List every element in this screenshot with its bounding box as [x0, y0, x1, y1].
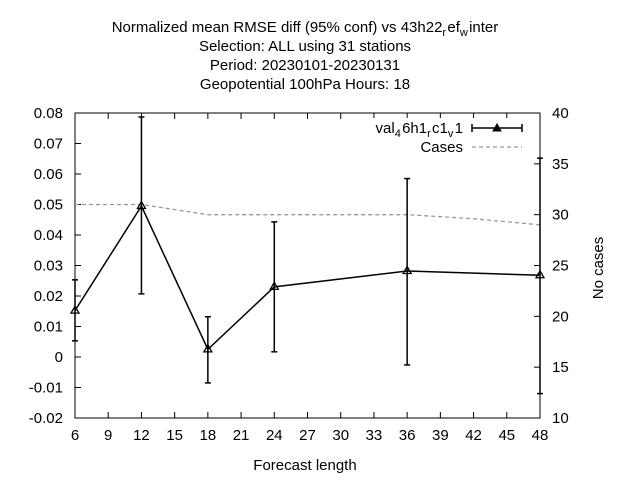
y-tick-label: 0.06	[34, 166, 63, 183]
y-tick-label: 0.02	[34, 288, 63, 305]
val-line	[74, 204, 541, 351]
title-line: Geopotential 100hPa Hours: 18	[200, 76, 410, 93]
x-tick-label: 45	[498, 427, 515, 444]
data-point	[402, 265, 413, 275]
y2-tick-label: 35	[552, 156, 569, 173]
y-tick-label: -0.01	[29, 380, 63, 397]
y-axis-right: 10 15 20 25 30 35 40	[534, 105, 569, 427]
legend-label-val: val4 6h1r c1v 1	[376, 120, 464, 140]
x-tick-label: 21	[233, 427, 250, 444]
y2-axis-label: No cases	[590, 237, 607, 300]
y2-tick-label: 30	[552, 207, 569, 224]
y-tick-label: 0.08	[34, 105, 63, 122]
x-tick-label: 24	[266, 427, 283, 444]
x-tick-label: 15	[166, 427, 183, 444]
data-point	[534, 269, 546, 279]
legend: val4 6h1r c1v 1 Cases	[355, 118, 535, 158]
y-tick-label: 0.01	[34, 319, 63, 336]
chart-title: Normalized mean RMSE diff (95% conf) vs …	[112, 19, 499, 93]
legend-label-cases: Cases	[420, 139, 463, 156]
x-tick-label: 9	[104, 427, 112, 444]
y-tick-label: 0.04	[34, 227, 63, 244]
x-tick-label: 42	[465, 427, 482, 444]
title-line: Normalized mean RMSE diff (95% conf) vs …	[112, 19, 499, 39]
x-tick-label: 39	[432, 427, 449, 444]
x-axis: 6 9 12 15 18 21 24 27 30 33 36 39 42 45 48	[71, 113, 549, 444]
cases-line	[75, 203, 541, 226]
data-point	[202, 343, 213, 353]
title-line: Period: 20230101-20230131	[210, 57, 400, 74]
y2-tick-label: 10	[552, 410, 569, 427]
y2-tick-label: 20	[552, 308, 569, 325]
x-tick-label: 48	[532, 427, 549, 444]
y-axis-left: -0.02 -0.01 0 0.01 0.02 0.03 0.04 0.05 0.06 0.07 0…	[29, 105, 81, 427]
y2-tick-label: 40	[552, 105, 569, 122]
y2-tick-label: 25	[552, 258, 569, 275]
y-tick-label: -0.02	[29, 410, 63, 427]
legend-swatch-val-marker	[492, 122, 502, 132]
title-line: Selection: ALL using 31 stations	[199, 38, 411, 55]
x-tick-label: 6	[71, 427, 79, 444]
x-tick-label: 33	[366, 427, 383, 444]
data-point	[136, 200, 147, 210]
y-tick-label: 0.03	[34, 258, 63, 275]
x-tick-label: 12	[133, 427, 150, 444]
series-cases	[75, 203, 541, 226]
y-tick-label: 0.05	[34, 197, 63, 214]
y-tick-label: 0	[55, 349, 63, 366]
legend-background	[355, 118, 535, 158]
y2-tick-label: 15	[552, 359, 569, 376]
y-tick-label: 0.07	[34, 136, 63, 153]
x-tick-label: 27	[299, 427, 316, 444]
series-val	[69, 116, 546, 395]
x-axis-label: Forecast length	[253, 457, 356, 474]
x-tick-label: 36	[399, 427, 416, 444]
x-tick-label: 18	[200, 427, 217, 444]
data-point	[69, 304, 81, 314]
data-point	[269, 281, 280, 291]
x-tick-label: 30	[332, 427, 349, 444]
